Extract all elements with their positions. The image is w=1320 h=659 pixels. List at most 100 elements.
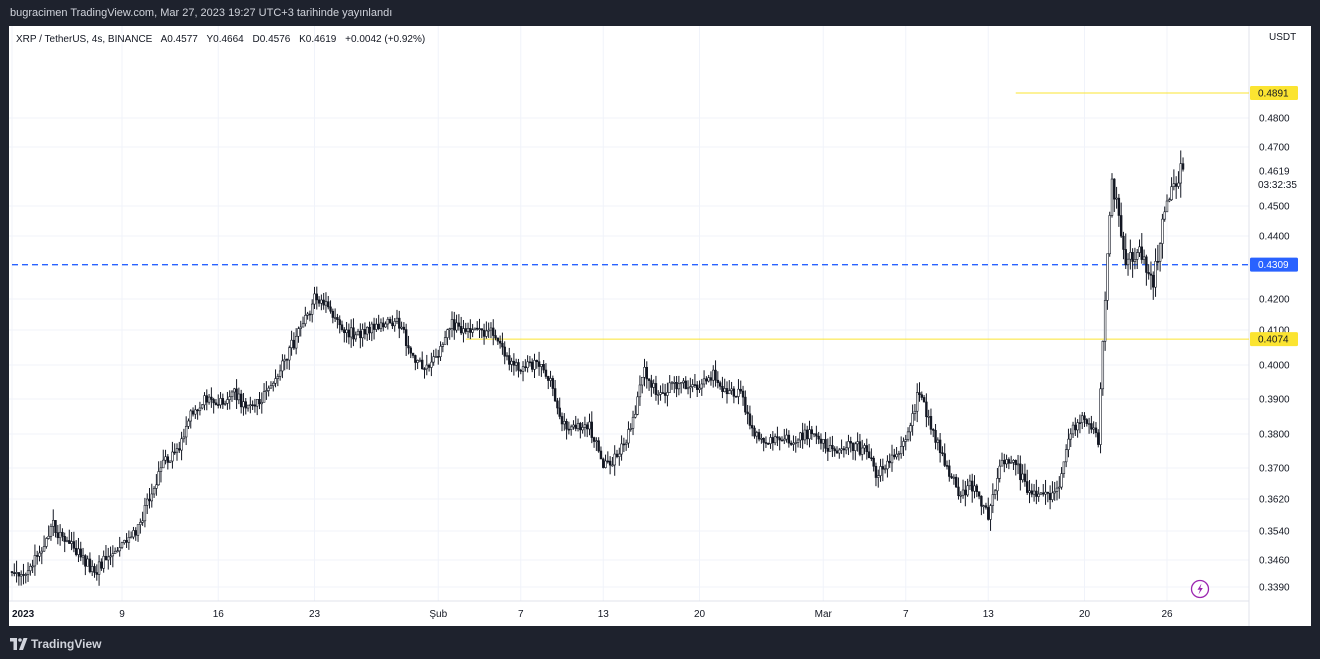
lightning-icon[interactable] <box>1190 579 1210 599</box>
candle <box>1119 202 1123 238</box>
candle <box>508 347 511 371</box>
candle <box>407 335 410 355</box>
candle <box>1019 455 1022 491</box>
candle <box>1060 467 1063 490</box>
candle <box>489 322 493 339</box>
candle <box>854 441 857 461</box>
candle <box>1145 254 1148 286</box>
candle <box>682 377 685 389</box>
candles[interactable] <box>10 150 1185 586</box>
candle <box>347 323 351 345</box>
candle <box>109 546 112 566</box>
candle <box>388 316 392 324</box>
candle <box>423 367 426 379</box>
time-tick-label: 13 <box>983 609 995 620</box>
candle <box>221 393 225 409</box>
candle <box>100 558 103 571</box>
candle <box>416 359 419 370</box>
candle <box>327 295 330 310</box>
candle <box>542 360 545 374</box>
candle <box>455 314 458 333</box>
candle <box>526 355 529 373</box>
price-tick-label: 0.4100 <box>1259 326 1290 337</box>
candle <box>961 479 965 499</box>
price-tick-label: 0.4800 <box>1259 114 1290 125</box>
candle <box>524 359 527 372</box>
candle <box>265 381 268 400</box>
candle <box>148 488 151 509</box>
candle <box>954 474 958 488</box>
candle <box>996 467 999 501</box>
candle <box>922 394 926 403</box>
candle <box>132 526 135 540</box>
candle <box>212 397 215 414</box>
svg-text:0.4074: 0.4074 <box>1258 335 1289 346</box>
candle <box>540 364 543 377</box>
time-tick-label: 16 <box>213 609 225 620</box>
candle <box>1003 453 1006 473</box>
candle <box>993 489 997 500</box>
candle <box>537 351 541 376</box>
candle <box>661 383 665 394</box>
candle <box>952 474 956 485</box>
candle <box>17 572 21 586</box>
candle <box>576 418 580 432</box>
candle <box>785 428 788 443</box>
candle <box>764 436 768 448</box>
candle <box>893 448 896 460</box>
candle <box>274 369 277 388</box>
candle <box>728 380 731 395</box>
candle <box>1055 480 1059 501</box>
candle <box>267 385 270 397</box>
candle <box>363 322 367 340</box>
candle <box>670 380 674 390</box>
candle <box>840 439 843 455</box>
candle <box>778 436 781 451</box>
candle <box>430 352 433 377</box>
candle <box>19 570 23 586</box>
candle <box>1170 177 1173 201</box>
candle <box>654 375 658 401</box>
candle <box>890 444 894 472</box>
candle <box>977 491 981 500</box>
candle <box>111 545 115 568</box>
candle <box>638 375 642 406</box>
candle <box>459 316 463 336</box>
candle <box>120 541 124 550</box>
svg-text:0.4891: 0.4891 <box>1258 89 1289 100</box>
candle <box>136 524 140 542</box>
candle <box>1106 253 1109 310</box>
candle <box>514 358 518 372</box>
candle <box>402 322 406 334</box>
candle <box>494 329 497 341</box>
price-axis[interactable]: 0.3390 0.3460 0.3540 0.3620 0.3700 0.3800 0.39… <box>1250 86 1298 594</box>
price-chart[interactable]: 0.3390 0.3460 0.3540 0.3620 0.3700 0.3800 0.39… <box>9 26 1311 626</box>
candle <box>26 562 30 582</box>
chart-panel[interactable]: 0.3390 0.3460 0.3540 0.3620 0.3700 0.3800 0.39… <box>9 26 1311 626</box>
candle <box>324 292 328 313</box>
candle <box>1076 419 1079 438</box>
candle <box>886 455 889 478</box>
candle <box>1131 248 1134 278</box>
candle <box>173 443 176 455</box>
candle <box>709 371 713 386</box>
candle <box>888 453 891 468</box>
candle <box>175 443 179 461</box>
candle <box>773 433 777 446</box>
candle <box>803 423 807 445</box>
candle <box>611 456 614 467</box>
candle <box>1053 481 1056 501</box>
candle <box>1158 242 1162 272</box>
price-tick-label: 0.4000 <box>1259 361 1290 372</box>
candle <box>771 431 775 451</box>
candle <box>313 286 316 310</box>
candle <box>702 370 706 388</box>
candle <box>251 400 254 410</box>
candle <box>636 391 639 416</box>
candle <box>1179 150 1182 198</box>
time-axis[interactable]: 2023 9 16 23 Şub 7 13 20 Mar 7 13 20 26 <box>12 609 1173 620</box>
candle <box>957 477 960 500</box>
price-tick-label: 0.3620 <box>1259 495 1290 506</box>
candle <box>909 422 912 442</box>
candle <box>712 365 715 388</box>
